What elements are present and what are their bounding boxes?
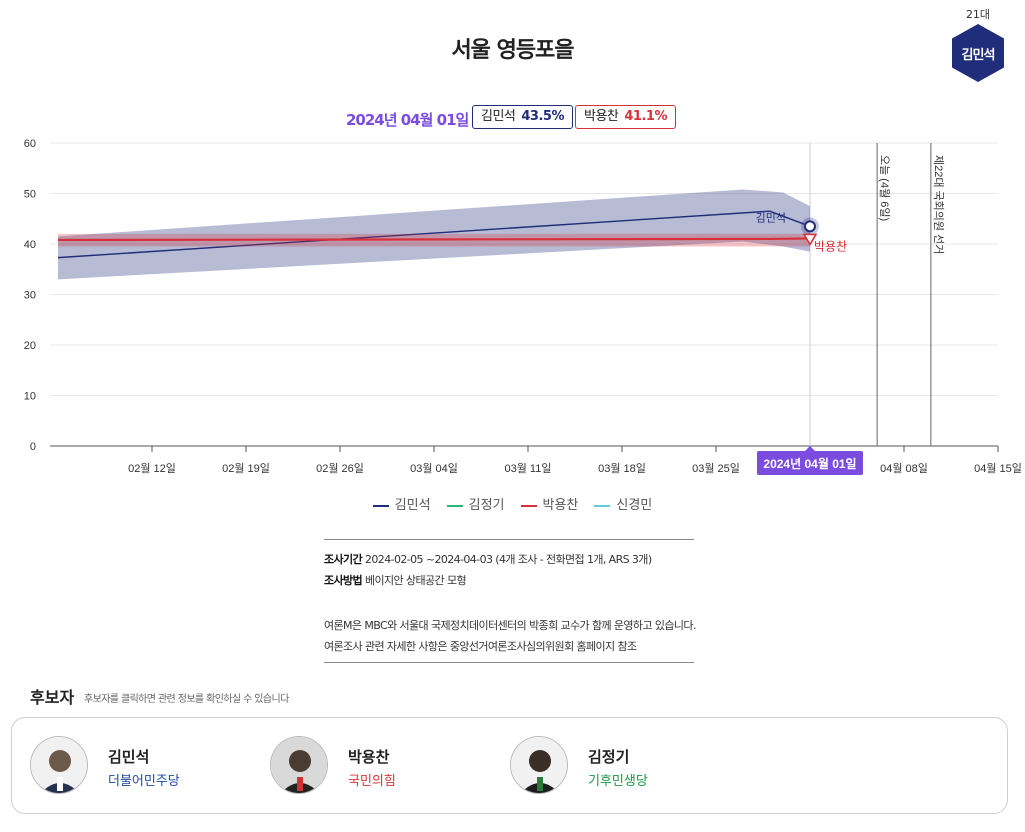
legend-item[interactable]: 박용찬 [520, 494, 579, 513]
summary-park-pct: 41.1% [624, 109, 667, 124]
badge-hexagon: 김민석 [952, 24, 1004, 82]
avatar [270, 736, 328, 794]
y-tick-label: 0 [30, 441, 36, 453]
event-label: 오늘 (4월 6일) [878, 155, 892, 221]
survey-method: 조사방법 베이지안 상태공간 모형 [324, 574, 467, 587]
x-tick-label: 02월 19일 [222, 461, 270, 475]
hover-date-tag [757, 451, 863, 475]
candidate-name: 김민석 [108, 748, 150, 766]
summary-kim: 김민석 43.5% [472, 105, 573, 129]
legend-item[interactable]: 김정기 [446, 494, 505, 513]
person-photo-icon [271, 737, 327, 793]
legend-swatch [594, 504, 611, 507]
candidate-name: 김정기 [588, 748, 630, 766]
candidate-party: 기후민생당 [588, 774, 648, 789]
x-tick-label: 02월 26일 [316, 461, 364, 475]
candidate-card-park[interactable]: 박용찬 국민의힘 [270, 736, 490, 796]
point-label-park: 박용찬 [814, 238, 847, 253]
survey-period: 조사기간 2024-02-05 ~2024-04-03 (4개 조사 - 전화면… [324, 553, 652, 566]
legend-swatch [446, 504, 463, 507]
candidates-title: 후보자 [30, 688, 75, 707]
page-title: 서울 영등포을 [451, 38, 574, 63]
legend-label: 신경민 [616, 498, 653, 513]
person-photo-icon [511, 737, 567, 793]
x-tick-label: 03월 11일 [505, 461, 552, 475]
candidate-party: 더불어민주당 [108, 774, 180, 789]
summary-park-name: 박용찬 [584, 109, 619, 124]
legend-label: 김민석 [394, 498, 431, 513]
legend-item[interactable]: 신경민 [594, 494, 652, 513]
candidate-card-kimjk[interactable]: 김정기 기후민생당 [510, 736, 730, 796]
y-tick-label: 20 [24, 340, 36, 352]
survey-note-2: 여론조사 관련 자세한 사항은 중앙선거여론조사심의위원회 홈페이지 참조 [324, 640, 637, 653]
hover-date-label: 2024년 04월 01일 [763, 456, 856, 471]
series-legend: 김민석 김정기 박용찬 신경민 [0, 494, 1025, 513]
survey-info: 조사기간 2024-02-05 ~2024-04-03 (4개 조사 - 전화면… [324, 539, 696, 663]
x-tick-label: 04월 08일 [880, 461, 928, 475]
survey-note-1: 여론M은 MBC와 서울대 국제정치데이터센터의 박종희 교수가 함께 운영하고… [324, 619, 696, 632]
y-tick-label: 30 [24, 290, 36, 302]
legend-label: 박용찬 [542, 498, 579, 513]
y-tick-label: 50 [24, 189, 36, 201]
hover-date-pointer [805, 446, 815, 451]
summary-kim-name: 김민석 [481, 109, 516, 124]
event-label: 제22대 국회의원 선거 [932, 155, 945, 254]
legend-swatch [520, 504, 537, 507]
hover-date: 2024년 04월 01일 [346, 111, 469, 129]
point-park [802, 233, 818, 246]
y-tick-label: 40 [24, 239, 36, 251]
candidates-panel: 김민석 더불어민주당 박용찬 국민의힘 김정기 기후민생당 [11, 717, 1008, 814]
badge-name: 김민석 [961, 47, 996, 63]
x-tick-label: 03월 18일 [598, 461, 646, 475]
series-line [57, 237, 811, 242]
summary-park: 박용찬 41.1% [575, 105, 676, 129]
poll-chart[interactable]: 0 10 20 30 40 50 60 02월 12일 02월 19일 02월 26일 03월 04… [0, 130, 1025, 480]
x-tick-label: 03월 25일 [692, 461, 740, 475]
series-line [57, 210, 811, 259]
hover-summary: 2024년 04월 01일 김민석 43.5% 박용찬 41.1% [0, 105, 1025, 131]
point-kim [804, 220, 816, 233]
legend-swatch [372, 504, 389, 507]
summary-kim-pct: 43.5% [521, 109, 564, 124]
candidate-name: 박용찬 [348, 748, 390, 766]
candidates-subtitle: 후보자를 클릭하면 관련 정보를 확인하실 수 있습니다 [84, 694, 289, 705]
avatar [30, 736, 88, 794]
person-photo-icon [31, 737, 87, 793]
x-tick-label: 04월 15일 [974, 461, 1022, 475]
x-tick-label: 03월 04일 [410, 461, 458, 475]
point-label-kim: 김민석 [756, 211, 786, 224]
y-tick-label: 10 [24, 391, 36, 403]
badge-term: 21대 [965, 8, 991, 21]
legend-label: 김정기 [468, 498, 505, 513]
avatar [510, 736, 568, 794]
confidence-band [58, 189, 810, 280]
y-tick-label: 60 [24, 138, 36, 150]
incumbent-badge: 21대 김민석 [950, 6, 1006, 82]
candidate-card-kim[interactable]: 김민석 더불어민주당 [30, 736, 250, 796]
x-tick-label: 02월 12일 [128, 461, 176, 475]
legend-item[interactable]: 김민석 [372, 494, 431, 513]
candidate-party: 국민의힘 [348, 774, 396, 789]
